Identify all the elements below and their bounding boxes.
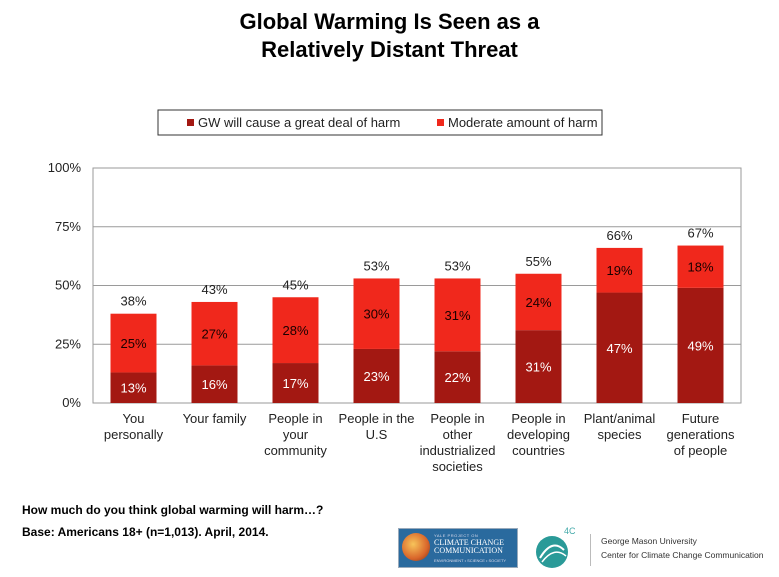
bar-total-label: 43% [201,282,227,297]
y-tick-label: 0% [62,395,81,410]
4c-logo: 4C [534,526,578,572]
bar-value-label: 30% [363,307,389,322]
bar-total-label: 66% [606,228,632,243]
bar-value-label: 17% [282,376,308,391]
x-category-label: developing [507,427,570,442]
globe-icon [402,533,430,561]
legend-swatch [187,119,194,126]
bar-total-label: 67% [687,226,713,241]
bar-value-label: 31% [525,360,551,375]
x-category-label: Future [682,411,720,426]
bar-value-label: 47% [606,341,632,356]
bar-segment [515,330,562,403]
bar-segment [353,348,400,403]
title-line-2: Relatively Distant Threat [261,37,518,62]
footer-notes: How much do you think global warming wil… [22,499,323,543]
x-category-label: of people [674,443,728,458]
bar-total-label: 55% [525,254,551,269]
bar-segment [677,287,724,403]
x-category-label: your [283,427,309,442]
y-tick-label: 50% [55,278,81,293]
bar-value-label: 16% [201,377,227,392]
x-category-label: Plant/animal [584,411,656,426]
question-text: How much do you think global warming wil… [22,503,324,517]
bar-total-label: 53% [363,258,389,273]
x-category-label: species [597,427,642,442]
bar-segment [353,278,400,349]
x-category-label: People in [430,411,484,426]
bar-total-label: 53% [444,258,470,273]
bar-value-label: 22% [444,370,470,385]
x-category-label: countries [512,443,565,458]
bar-segment [677,245,724,288]
4c-label: 4C [564,526,576,536]
gmu-logo-text: George Mason University Center for Clima… [590,534,764,566]
bar-segment [191,365,238,403]
bar-value-label: 19% [606,263,632,278]
x-category-label: industrialized [420,443,496,458]
gmu-line-2: Center for Climate Change Communication [601,550,764,560]
x-category-label: People in [268,411,322,426]
x-category-label: community [264,443,327,458]
bar-segment [434,351,481,403]
yale-logo-name-1: CLIMATE CHANGE [434,538,504,547]
bar-value-label: 23% [363,369,389,384]
legend-swatch [437,119,444,126]
bar-segment [272,297,319,364]
bar-segment [515,273,562,331]
x-category-label: You [123,411,145,426]
yale-logo-bottom-text: ENVIRONMENT • SCIENCE • SOCIETY [434,558,507,563]
bar-value-label: 49% [687,338,713,353]
bar-segment [434,278,481,352]
bar-value-label: 27% [201,327,227,342]
legend-label: GW will cause a great deal of harm [198,115,400,130]
legend-label: Moderate amount of harm [448,115,598,130]
yale-logo-name-2: COMMUNICATION [434,546,503,555]
stacked-bar-chart: 0% 25% 50% 75% 100% GW will cause a great dea… [48,109,742,474]
x-category-label: U.S [366,427,388,442]
bar-value-label: 18% [687,260,713,275]
y-tick-label: 100% [48,160,82,175]
yale-climate-logo: YALE PROJECT ON CLIMATE CHANGE COMMUNICA… [398,528,518,568]
bar-segment [110,372,157,403]
bar-segment [272,363,319,403]
x-category-label: personally [104,427,164,442]
y-tick-label: 75% [55,219,81,234]
bar-value-label: 13% [120,381,146,396]
base-text: Base: Americans 18+ (n=1,013). April, 20… [22,525,269,539]
gmu-line-1: George Mason University [601,536,697,546]
title-line-1: Global Warming Is Seen as a [239,9,540,34]
bar-value-label: 31% [444,308,470,323]
x-category-label: People in the [339,411,415,426]
x-category-label: other [443,427,473,442]
bar-value-label: 28% [282,323,308,338]
x-category-label: societies [432,459,483,474]
bar-segment [596,292,643,403]
y-tick-label: 25% [55,336,81,351]
x-category-label: Your family [183,411,247,426]
yale-logo-top-text: YALE PROJECT ON [434,533,479,538]
bar-segment [596,247,643,293]
bar-value-label: 24% [525,295,551,310]
bar-value-label: 25% [120,336,146,351]
x-category-label: generations [667,427,735,442]
4c-circle-icon [536,536,568,568]
bar-segment [191,301,238,366]
x-category-label: People in [511,411,565,426]
logo-strip: YALE PROJECT ON CLIMATE CHANGE COMMUNICA… [398,526,779,572]
chart-title: Global Warming Is Seen as a Relatively D… [0,8,779,64]
legend-box [157,109,603,136]
bar-total-label: 38% [120,294,146,309]
bar-segment [110,313,157,373]
yale-logo-name: CLIMATE CHANGE COMMUNICATION [434,539,504,555]
bar-total-label: 45% [282,277,308,292]
